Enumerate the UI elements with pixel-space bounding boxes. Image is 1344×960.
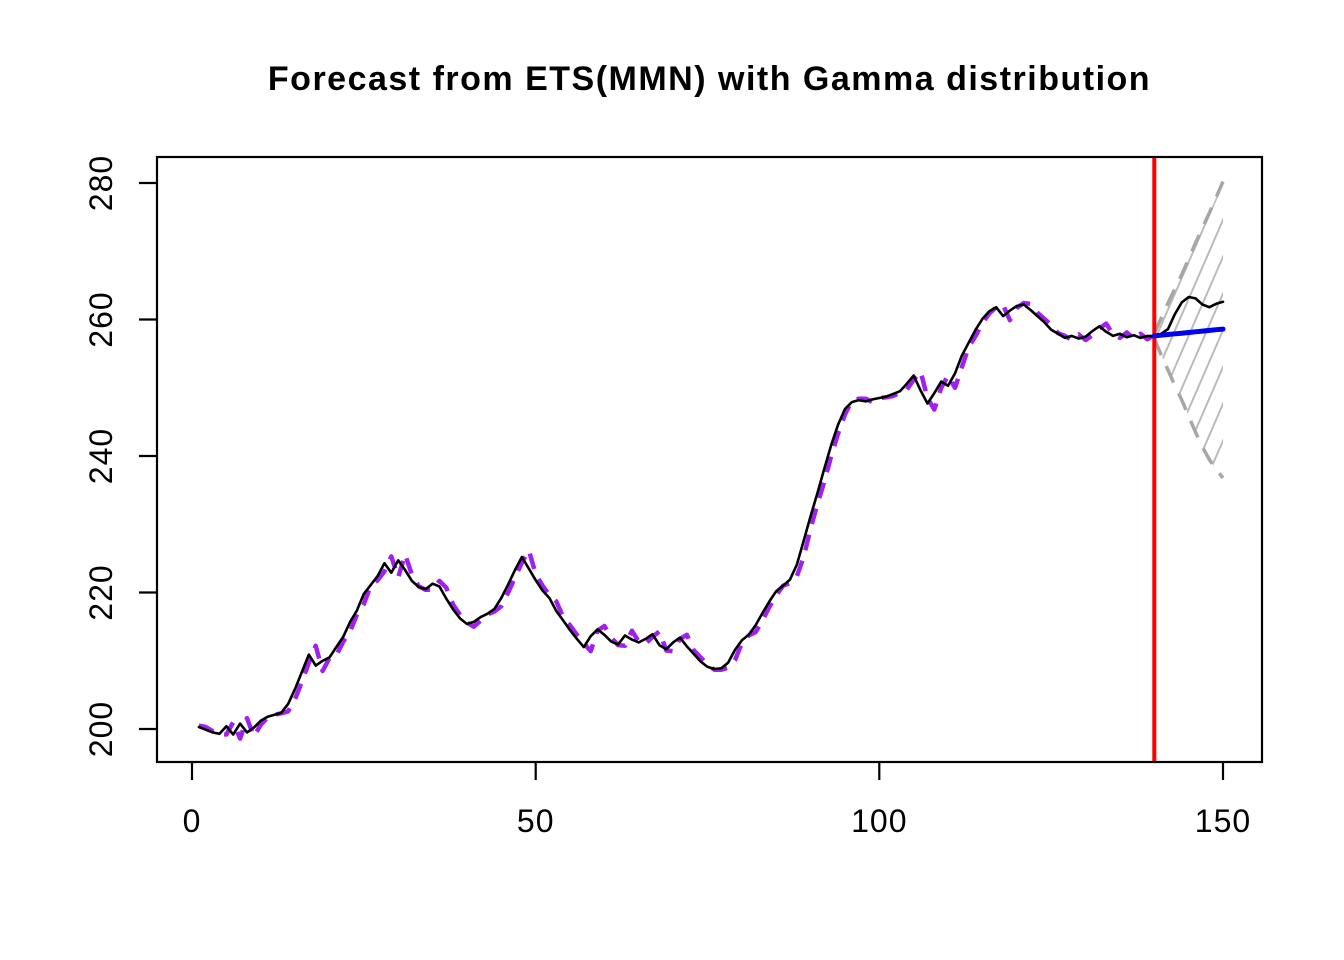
prediction-interval-upper	[1152, 180, 1225, 334]
actual-series-line	[197, 295, 1225, 736]
prediction-interval-lower	[1152, 337, 1225, 480]
forecast-mean-line	[1151, 326, 1226, 339]
y-axis-tick-label: 260	[83, 291, 119, 347]
x-axis-tick-label: 150	[1195, 803, 1251, 839]
axes-group: 0 50 100 150 200 220 240 260 280	[83, 155, 1264, 839]
chart-title: Forecast from ETS(MMN) with Gamma distri…	[268, 60, 1151, 98]
x-axis-tick-label: 50	[517, 803, 555, 839]
plot-box	[155, 155, 1264, 764]
y-axis-tick-label: 280	[83, 155, 119, 211]
series-group	[197, 295, 1226, 741]
y-axis-tick-label: 220	[83, 564, 119, 620]
x-axis-tick-label: 0	[183, 803, 202, 839]
y-axis-tick-label: 200	[83, 701, 119, 757]
fitted-series-line	[198, 300, 1156, 741]
y-axis-tick-label: 240	[83, 428, 119, 484]
hatch-line	[1154, 181, 1223, 478]
x-axis-tick-label: 100	[851, 803, 907, 839]
hatch-line	[1154, 181, 1223, 478]
